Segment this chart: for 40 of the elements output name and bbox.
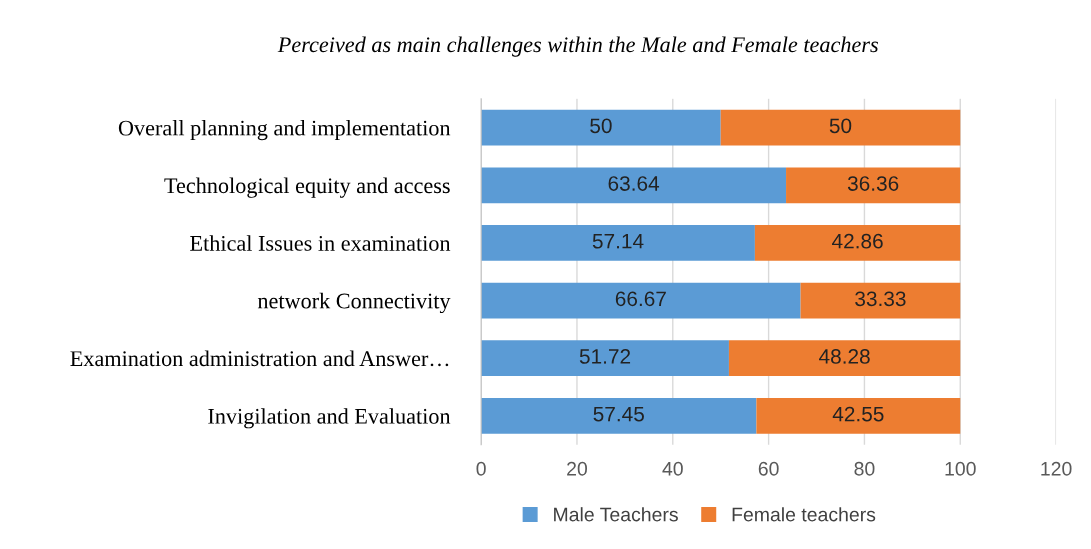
data-label: 48.28	[819, 349, 870, 364]
x-tick-label: 60	[758, 461, 779, 476]
bar	[720, 109, 961, 146]
x-tick-label: 0	[476, 461, 486, 476]
x-tick-label: 100	[945, 461, 976, 476]
x-tick-label: 80	[854, 461, 875, 476]
legend-label: Female teachers	[732, 507, 876, 522]
x-tick-label: 120	[1041, 461, 1072, 476]
x-tick-label: 20	[567, 461, 588, 476]
data-label: 42.55	[832, 406, 884, 422]
data-label: 50	[590, 118, 612, 134]
bar	[728, 340, 961, 377]
data-label: 57.14	[592, 233, 644, 249]
bar	[756, 398, 961, 434]
bar	[481, 398, 757, 434]
y-tick-label: Invigilation and Evaluation	[208, 408, 451, 429]
data-label: 33.33	[855, 291, 906, 307]
bar	[800, 282, 961, 319]
bar	[481, 340, 729, 377]
y-tick-label: Technological equity and access	[164, 177, 450, 198]
bar	[481, 282, 801, 319]
data-label: 51.72	[579, 349, 631, 364]
bar	[481, 167, 787, 204]
data-label: 50	[829, 118, 852, 134]
bar	[754, 225, 961, 261]
bar	[481, 225, 755, 261]
y-tick-label: network Connectivity	[257, 292, 451, 314]
y-tick-label: Examination administration and Answer…	[70, 350, 449, 367]
y-tick-label: Ethical Issues in examination	[190, 235, 451, 251]
x-tick-label: 40	[662, 461, 683, 476]
data-label: 57.45	[593, 406, 644, 422]
data-label: 63.64	[608, 176, 660, 191]
chart-title: Perceived as main challenges within the Male and Female teachers	[277, 36, 878, 57]
data-label: 66.67	[615, 291, 666, 307]
bar	[481, 109, 721, 146]
bar	[786, 167, 961, 204]
data-label: 42.86	[832, 233, 883, 249]
y-tick-label: Overall planning and implementation	[118, 119, 451, 141]
legend-label: Male Teachers	[554, 507, 678, 522]
data-label: 36.36	[847, 176, 899, 191]
